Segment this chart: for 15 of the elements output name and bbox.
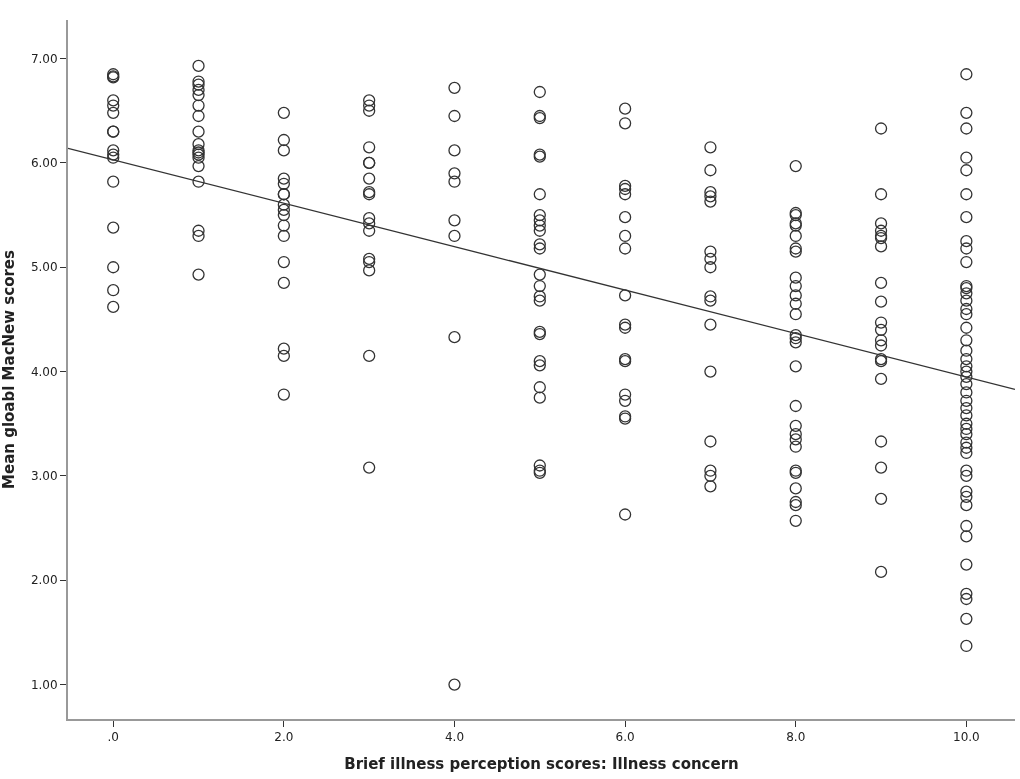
x-tick-label: 8.0 — [786, 730, 806, 745]
x-tick-label: 6.0 — [615, 730, 635, 745]
y-tick-label: 4.00 — [30, 364, 58, 379]
y-tick-label: 7.00 — [30, 51, 58, 66]
y-tick-label: 6.00 — [30, 156, 58, 171]
y-axis-title: Mean gloabl MacNew scores — [0, 249, 18, 489]
x-tick-label: 2.0 — [274, 730, 294, 745]
x-tick-label: 4.0 — [444, 730, 465, 745]
y-tick-label: 3.00 — [30, 469, 58, 484]
x-tick-label: .0 — [107, 730, 119, 745]
y-tick-label: 5.00 — [30, 260, 58, 275]
x-tick-label: 10.0 — [953, 730, 980, 745]
x-axis-title: Brief illness perception scores: Illness concern — [344, 754, 739, 773]
y-tick-label: 1.00 — [30, 677, 58, 692]
y-tick-label: 2.00 — [30, 573, 58, 588]
